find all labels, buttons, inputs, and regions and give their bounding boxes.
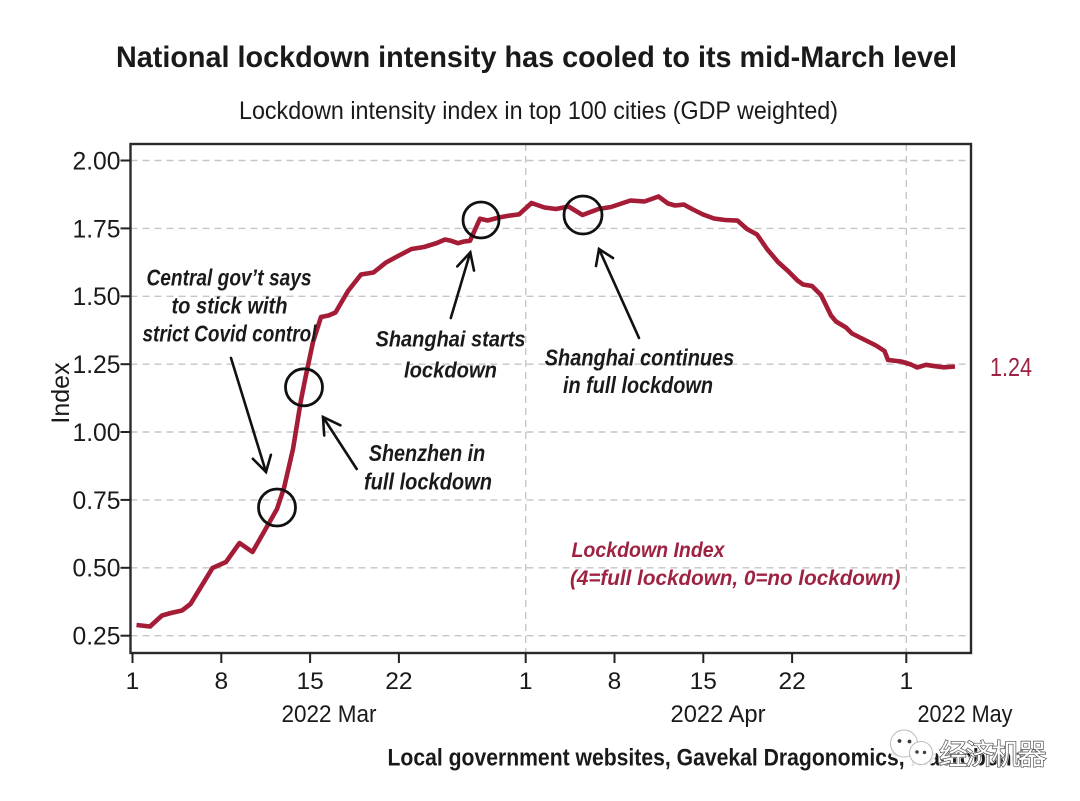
- svg-text:22: 22: [385, 668, 412, 695]
- svg-text:1: 1: [519, 668, 533, 695]
- svg-text:1.25: 1.25: [73, 351, 121, 379]
- svg-text:8: 8: [214, 668, 228, 695]
- svg-text:15: 15: [690, 668, 717, 695]
- svg-text:Lockdown intensity index in to: Lockdown intensity index in top 100 citi…: [239, 97, 838, 125]
- svg-text:1.24: 1.24: [990, 352, 1032, 382]
- svg-text:Shenzhen in: Shenzhen in: [369, 440, 486, 466]
- svg-text:lockdown: lockdown: [404, 358, 497, 383]
- svg-text:Central gov’t says: Central gov’t says: [147, 265, 312, 291]
- svg-text:2022 Mar: 2022 Mar: [282, 701, 377, 728]
- svg-text:Shanghai starts: Shanghai starts: [376, 327, 526, 352]
- svg-text:National lockdown intensity ha: National lockdown intensity has cooled t…: [116, 41, 957, 74]
- svg-text:in full lockdown: in full lockdown: [563, 372, 713, 398]
- svg-text:1.50: 1.50: [73, 283, 121, 311]
- svg-text:0.75: 0.75: [73, 487, 121, 515]
- svg-text:1: 1: [126, 668, 140, 695]
- svg-text:Index: Index: [47, 362, 75, 424]
- svg-text:strict Covid control: strict Covid control: [143, 321, 317, 347]
- svg-text:2022 Apr: 2022 Apr: [671, 701, 766, 728]
- svg-text:1.75: 1.75: [73, 215, 121, 243]
- svg-text:2.00: 2.00: [73, 147, 121, 175]
- svg-text:full lockdown: full lockdown: [364, 469, 492, 495]
- svg-text:Lockdown Index: Lockdown Index: [572, 538, 726, 562]
- svg-text:1: 1: [899, 668, 913, 695]
- svg-text:22: 22: [778, 668, 805, 695]
- svg-text:1.00: 1.00: [73, 419, 121, 447]
- svg-text:0.50: 0.50: [73, 555, 121, 583]
- svg-text:(4=full lockdown, 0=no lockdow: (4=full lockdown, 0=no lockdown): [570, 566, 901, 590]
- svg-text:Shanghai continues: Shanghai continues: [545, 345, 735, 371]
- svg-text:15: 15: [296, 668, 323, 695]
- svg-text:2022 May: 2022 May: [918, 701, 1014, 728]
- svg-text:8: 8: [608, 668, 622, 695]
- svg-text:0.25: 0.25: [73, 623, 121, 651]
- svg-text:to stick with: to stick with: [172, 293, 288, 319]
